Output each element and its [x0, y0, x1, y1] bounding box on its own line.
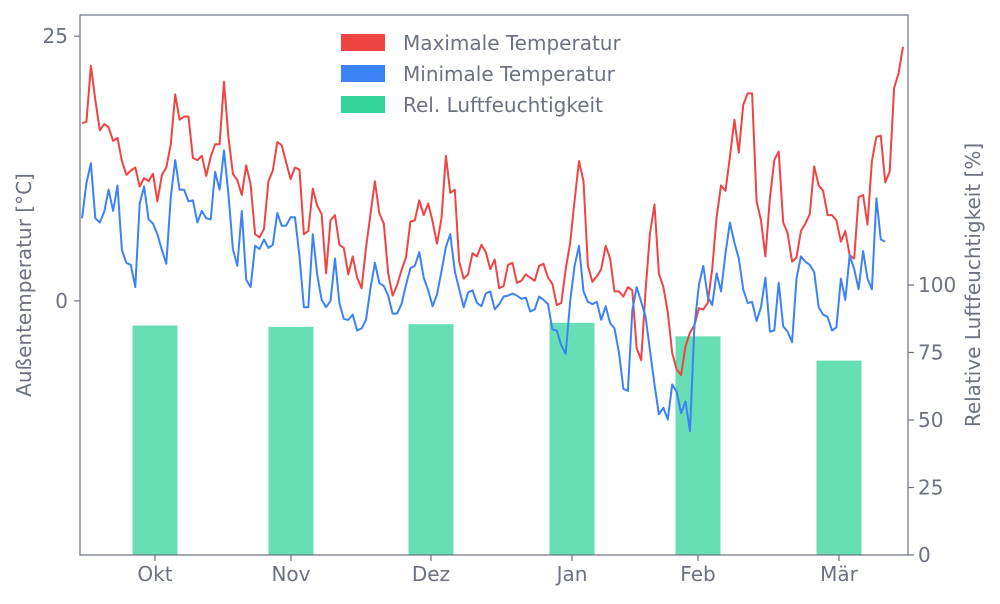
- y-left-tick-label-0: 0: [55, 289, 68, 313]
- x-tick-label-2: Dez: [412, 562, 450, 586]
- y-right-tick-label-4: 100: [918, 273, 956, 297]
- humidity-bar-3: [549, 322, 595, 555]
- humidity-bar-0: [132, 325, 178, 555]
- x-axis-ticks: Okt Nov Dez Jan Feb Mär: [137, 555, 859, 586]
- legend-swatch-1: [341, 65, 385, 82]
- y-right-tick-label-3: 75: [918, 341, 943, 365]
- humidity-bar-4: [675, 336, 721, 555]
- temperature-lines: [81, 46, 904, 433]
- humidity-bar-2: [408, 324, 454, 555]
- x-tick-label-0: Okt: [137, 562, 172, 586]
- legend-label-1: Minimale Temperatur: [403, 62, 616, 86]
- legend-swatch-2: [341, 96, 385, 113]
- max-temperature-line: [81, 46, 904, 376]
- x-tick-label-1: Nov: [271, 562, 310, 586]
- y-right-tick-label-0: 0: [918, 543, 931, 567]
- y-right-axis-ticks: 0 25 50 75 100: [908, 273, 956, 567]
- x-tick-label-3: Jan: [555, 562, 588, 586]
- humidity-bar-1: [268, 326, 314, 555]
- x-tick-label-5: Mär: [820, 562, 859, 586]
- legend-label-2: Rel. Luftfeuchtigkeit: [403, 93, 603, 117]
- humidity-bar-5: [816, 360, 862, 555]
- y-right-axis-label: Relative Luftfeuchtigkeit [%]: [961, 143, 985, 427]
- min-temperature-line: [81, 149, 886, 433]
- legend-swatch-0: [341, 34, 385, 51]
- y-left-axis-ticks: 0 25: [43, 24, 80, 313]
- legend: Maximale Temperatur Minimale Temperatur Re…: [341, 31, 621, 117]
- x-tick-label-4: Feb: [680, 562, 715, 586]
- y-right-tick-label-2: 50: [918, 408, 943, 432]
- legend-label-0: Maximale Temperatur: [403, 31, 621, 55]
- y-left-axis-label: Außentemperatur [°C]: [12, 173, 36, 397]
- humidity-bars: [132, 322, 862, 555]
- y-right-tick-label-1: 25: [918, 476, 943, 500]
- y-left-tick-label-1: 25: [43, 24, 68, 48]
